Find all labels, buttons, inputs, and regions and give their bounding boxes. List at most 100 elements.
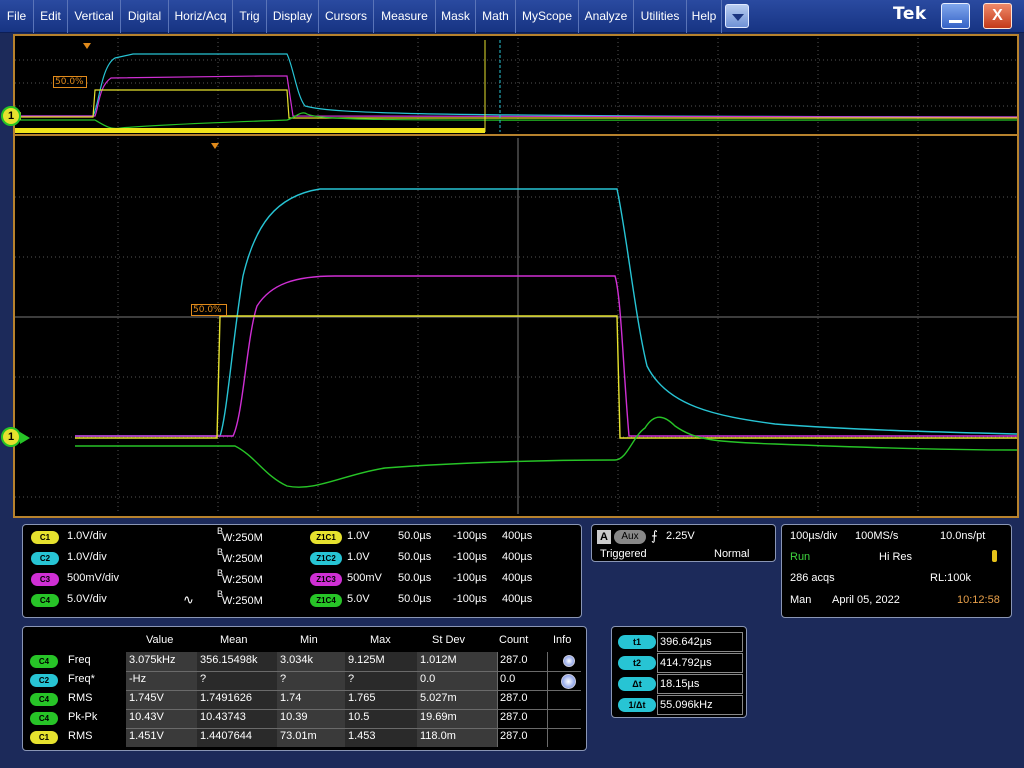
main-trace-c2 [75, 188, 1017, 437]
meas-row-1-warning-icon[interactable] [561, 674, 576, 689]
meas-row-4-stdev: 118.0m [420, 730, 456, 742]
zoom-window-bar[interactable] [15, 128, 485, 133]
close-button[interactable]: X [983, 3, 1012, 29]
overview-ref-label[interactable]: 50.0% [53, 76, 87, 88]
col-bg-mean [197, 652, 277, 747]
trigger-mode[interactable]: Normal [714, 548, 750, 560]
ch4-scale[interactable]: 5.0V/div [67, 593, 107, 605]
zoom-ch4-pos: -100µs [453, 593, 487, 605]
ch1-chip[interactable]: C1 [31, 531, 59, 544]
ac-coupling-icon: ∿ [183, 592, 194, 607]
acquisition-count: 286 acqs [790, 572, 835, 584]
zoom-ch2-scale: 1.0V [347, 551, 370, 563]
zoom-ch1-len: 400µs [502, 530, 533, 542]
trigger-panel[interactable]: A Aux ⨍ 2.25V Triggered Normal [591, 524, 776, 562]
main-ground-arrow-icon [20, 432, 30, 444]
meas-row-0-info-icon[interactable] [563, 655, 575, 667]
meas-row-0-chip[interactable]: C4 [30, 655, 58, 668]
cursor-t2-label[interactable]: t2 [618, 656, 656, 670]
col-bg-min [277, 652, 345, 747]
ch1-marker-overview[interactable]: 1 [1, 106, 21, 126]
bw-prefix-3: B [217, 568, 224, 578]
meas-row-3-max: 10.5 [348, 711, 370, 723]
col-bg-stdev [417, 652, 497, 747]
meas-row-2-min: 1.74 [280, 692, 302, 704]
cursor-t1-label[interactable]: t1 [618, 635, 656, 649]
meas-row-2-name[interactable]: RMS [68, 692, 93, 704]
header-stdev: St Dev [432, 634, 466, 646]
cursor-delta-label[interactable]: Δt [618, 677, 656, 691]
menu-help[interactable]: Help [687, 0, 722, 33]
menu-file[interactable]: File [0, 0, 34, 33]
menu-display[interactable]: Display [267, 0, 319, 33]
col-bg-count [497, 652, 547, 747]
ch1-marker-main[interactable]: 1 [1, 427, 21, 447]
zoom-ch1-chip[interactable]: Z1C1 [310, 531, 342, 544]
menu-dropdown-icon[interactable] [725, 4, 749, 28]
acquisition-date: April 05, 2022 [832, 594, 900, 606]
meas-row-4-name[interactable]: RMS [68, 730, 93, 742]
waveform-svg [15, 38, 1017, 514]
meas-row-3-min: 10.39 [280, 711, 308, 723]
menu-digital[interactable]: Digital [121, 0, 169, 33]
record-length[interactable]: RL:100k [930, 572, 971, 584]
meas-row-2-stdev: 5.027m [420, 692, 457, 704]
timebase[interactable]: 100µs/div [790, 530, 838, 542]
bw-prefix-4: B [217, 589, 224, 599]
header-info: Info [553, 634, 572, 646]
meas-row-3-name[interactable]: Pk-Pk [68, 711, 98, 723]
menu-trig[interactable]: Trig [233, 0, 267, 33]
menu-cursors[interactable]: Cursors [319, 0, 374, 33]
ch3-scale[interactable]: 500mV/div [67, 572, 119, 584]
main-traces [75, 188, 1017, 488]
zoom-ch3-chip[interactable]: Z1C3 [310, 573, 342, 586]
meas-row-1-min: ? [280, 673, 287, 685]
meas-row-3-chip[interactable]: C4 [30, 712, 58, 725]
ch3-bandwidth: W:250M [222, 574, 263, 586]
ch4-chip[interactable]: C4 [31, 594, 59, 607]
zoom-ch1-pos: -100µs [453, 530, 487, 542]
menu-utilities[interactable]: Utilities [634, 0, 687, 33]
meas-row-1-chip[interactable]: C2 [30, 674, 58, 687]
cursor-t1-value: 396.642µs [657, 632, 743, 652]
menu-analyze[interactable]: Analyze [579, 0, 634, 33]
menu-measure[interactable]: Measure [374, 0, 436, 33]
ch2-chip[interactable]: C2 [31, 552, 59, 565]
main-ref-label[interactable]: 50.0% [191, 304, 227, 316]
minimize-button[interactable] [941, 3, 970, 29]
menu-myscope[interactable]: MyScope [516, 0, 579, 33]
menu-math[interactable]: Math [476, 0, 516, 33]
menu-vertical[interactable]: Vertical [68, 0, 121, 33]
trigger-source-chip[interactable]: Aux [614, 530, 646, 544]
channel-panel[interactable]: C1 1.0V/div C2 1.0V/div C3 500mV/div C4 … [22, 524, 582, 618]
menu-mask[interactable]: Mask [436, 0, 476, 33]
meas-row-4-chip[interactable]: C1 [30, 731, 58, 744]
meas-row-4-max: 1.453 [348, 730, 376, 742]
meas-row-4-value: 1.451V [129, 730, 164, 742]
zoom-ch2-chip[interactable]: Z1C2 [310, 552, 342, 565]
cursor-t2-value: 414.792µs [657, 653, 743, 673]
meas-row-2-chip[interactable]: C4 [30, 693, 58, 706]
header-value: Value [146, 634, 174, 646]
menu-edit[interactable]: Edit [34, 0, 68, 33]
bw-prefix-1: B [217, 526, 224, 536]
acquisition-panel[interactable]: 100µs/div 100MS/s 10.0ns/pt Run Hi Res 2… [781, 524, 1012, 618]
main-trace-c4 [75, 416, 1017, 488]
trigger-status: Triggered [600, 548, 647, 560]
trigger-level[interactable]: 2.25V [666, 530, 695, 542]
zoom-ch4-scale: 5.0V [347, 593, 370, 605]
cursor-inv-delta-label[interactable]: 1/Δt [618, 698, 656, 712]
meas-row-1-name[interactable]: Freq* [68, 673, 95, 685]
ch2-scale[interactable]: 1.0V/div [67, 551, 107, 563]
meas-row-0-name[interactable]: Freq [68, 654, 91, 666]
ch3-chip[interactable]: C3 [31, 573, 59, 586]
ch1-scale[interactable]: 1.0V/div [67, 530, 107, 542]
zoom-ch4-chip[interactable]: Z1C4 [310, 594, 342, 607]
run-state[interactable]: Run [790, 551, 811, 563]
waveform-display[interactable]: 50.0% 50.0% [13, 34, 1019, 518]
acquisition-mode[interactable]: Hi Res [879, 551, 913, 563]
meas-row-2-count: 287.0 [500, 692, 528, 704]
meas-row-1-stdev: 0.0 [420, 673, 436, 685]
meas-row-0-min: 3.034k [280, 654, 314, 666]
menu-horiz-acq[interactable]: Horiz/Acq [169, 0, 233, 33]
